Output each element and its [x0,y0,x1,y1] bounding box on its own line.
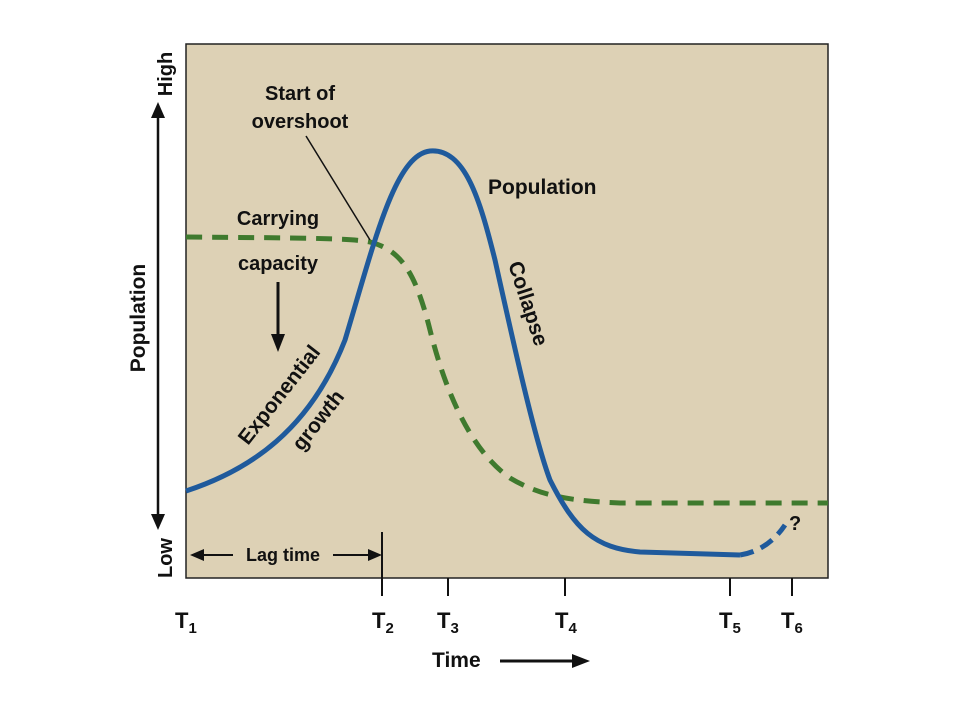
population-line-projected [739,523,788,558]
y-axis-arrowhead-down [151,514,165,530]
lag-time-label-bg [233,541,333,567]
lag-time-label: Lag time [246,545,320,565]
x-tick-label-2: T2 [372,608,394,637]
y-low-label: Low [155,538,177,578]
x-axis-title: Time [432,649,481,672]
overshoot-leader-line [305,135,371,241]
x-tick-label-4: T4 [555,608,577,637]
overshoot-label-1: Start of [265,83,335,105]
carrying-capacity-label-2: capacity [238,253,319,275]
question-mark-label: ? [789,513,801,535]
overshoot-label-2: overshoot [252,111,349,133]
carrying-capacity-line [185,234,828,506]
y-axis-arrowhead-up [151,102,165,118]
x-ticks [381,532,793,596]
carrying-capacity-arrowhead [271,334,285,352]
y-axis-title: Population [127,264,150,373]
lag-time-arrowhead-right [368,549,382,561]
x-tick-label-6: T6 [781,608,803,637]
population-label: Population [488,176,597,199]
carrying-capacity-label-1: Carrying [237,208,319,230]
x-tick-label-3: T3 [437,608,459,637]
population-line [185,148,741,558]
y-high-label: High [155,52,177,96]
x-tick-label-1: T1 [175,608,197,637]
x-axis-arrowhead [572,654,590,668]
x-tick-label-5: T5 [719,608,741,637]
lag-time-arrowhead-left [190,549,204,561]
